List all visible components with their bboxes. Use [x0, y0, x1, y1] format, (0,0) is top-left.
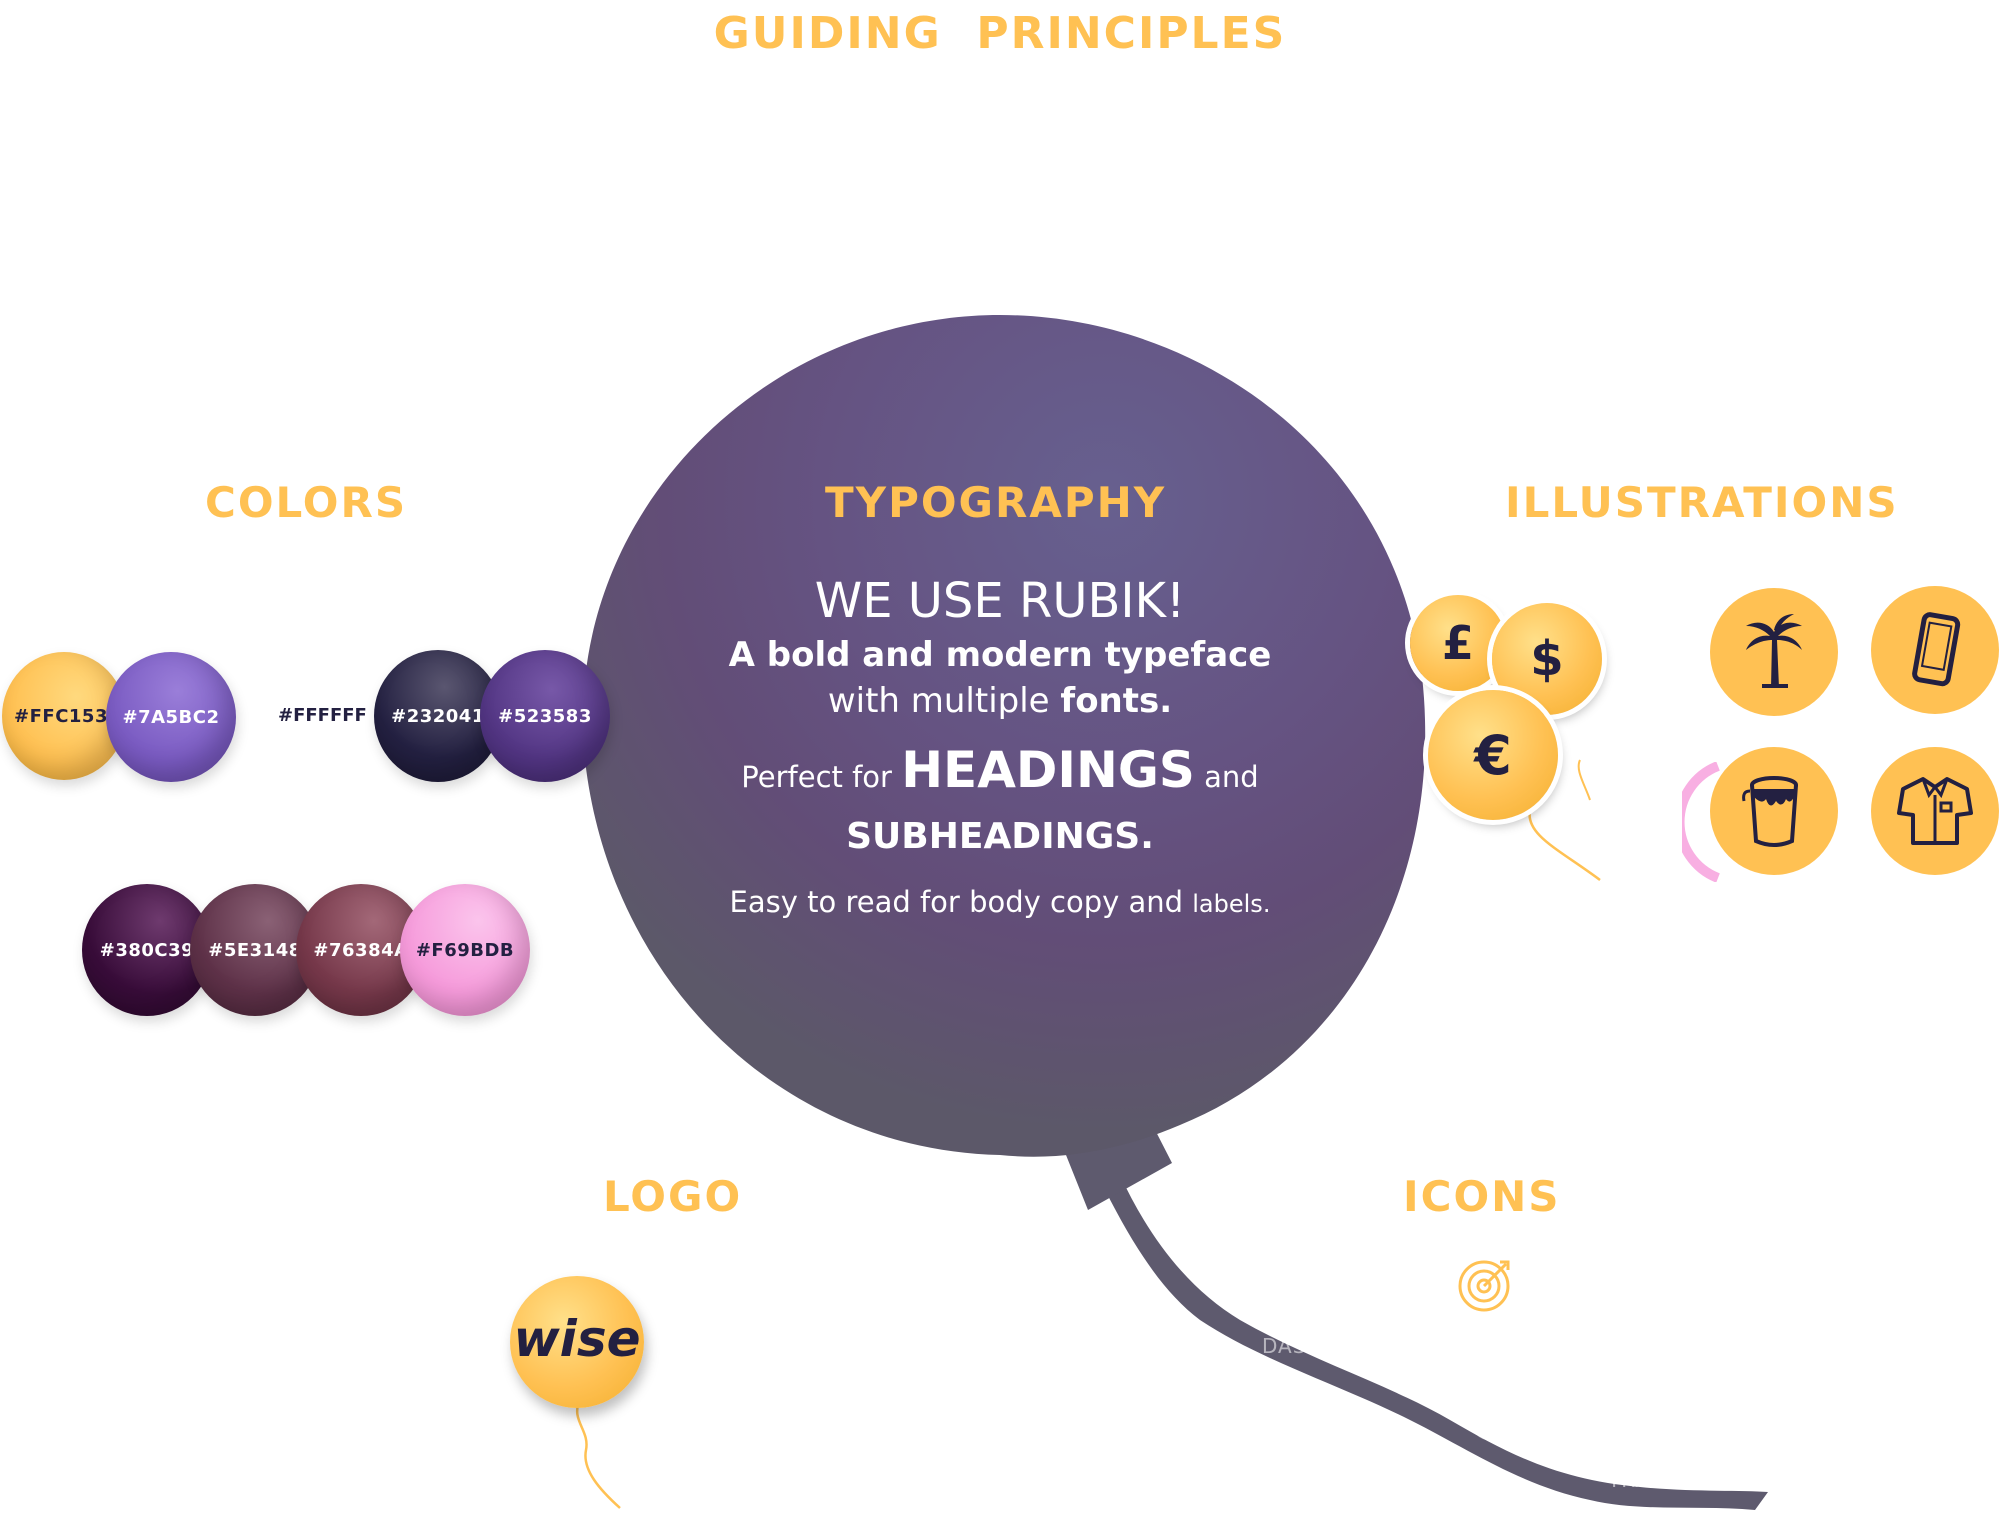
swatch-label: #F69BDB: [415, 939, 515, 961]
swatch-yellow: #FFC153: [2, 652, 126, 780]
typography-line-2: A bold and modern typeface: [728, 635, 1272, 675]
balloon-body: [582, 315, 1426, 1157]
swatch-label: #232041: [391, 705, 485, 727]
colors-heading: COLORS: [205, 478, 408, 527]
swatch-white-label: #FFFFFF: [278, 705, 367, 726]
target-icon[interactable]: [1456, 1258, 1516, 1318]
smartphone-icon: [1912, 612, 1961, 687]
icons-heading: ICONS: [1403, 1172, 1561, 1221]
typography-line-3: with multiple fonts.: [650, 678, 1350, 724]
swatch-pink: #F69BDB: [400, 884, 530, 1016]
euro-icon: €: [1474, 723, 1512, 787]
pink-arc: [1682, 762, 1720, 882]
typography-line-5: SUBHEADINGS.: [846, 816, 1154, 857]
typography-line-3a: with multiple: [827, 681, 1061, 721]
typography-line-6: Easy to read for body copy and labels.: [650, 882, 1350, 927]
pound-icon: £: [1441, 616, 1474, 670]
logo-heading: LOGO: [603, 1172, 743, 1221]
swatch-purple: #7A5BC2: [106, 652, 236, 782]
balloon-string: [1100, 1175, 1768, 1510]
logo-balloon-string: [575, 1400, 621, 1509]
swatch-label: #523583: [498, 705, 592, 727]
swatch-label: #7A5BC2: [122, 706, 220, 728]
typography-line-4b: HEADINGS: [901, 741, 1195, 799]
page-title: GUIDING PRINCIPLES: [713, 8, 1287, 59]
illustration-paint-bucket: [1710, 747, 1838, 875]
paint-bucket-icon: [1742, 776, 1798, 847]
typography-line-6b: labels.: [1192, 890, 1271, 918]
typography-line-1: WE USE RUBIK!: [814, 573, 1186, 629]
wise-logo: wise: [513, 1310, 641, 1368]
typography-line-3b: fonts.: [1060, 681, 1173, 721]
typography-line-4a: Perfect for: [741, 760, 902, 794]
typography-heading: TYPOGRAPHY: [825, 478, 1167, 527]
illustration-palm-tree: [1710, 588, 1838, 716]
dollar-balloon: $: [1492, 603, 1602, 715]
illustration-smartphone: [1871, 586, 1999, 714]
typography-sample: WE USE RUBIK! A bold and modern typeface…: [650, 570, 1350, 927]
swatch-label: #380C39: [99, 939, 195, 961]
trash-label: TRASH: [1608, 1468, 1680, 1492]
swatch-deep-purple: #523583: [480, 650, 610, 782]
euro-balloon: €: [1428, 690, 1558, 820]
shirt-icon: [1897, 777, 1973, 845]
dollar-icon: $: [1530, 631, 1564, 687]
palm-tree-icon: [1746, 614, 1802, 688]
illustration-shirt: [1871, 747, 1999, 875]
typography-line-6a: Easy to read for body copy and: [729, 885, 1193, 919]
swatch-label: #FFC153: [14, 705, 108, 727]
typography-line-4c: and: [1194, 760, 1259, 794]
faded-round-icon: [1469, 1397, 1513, 1441]
swatch-label: #5E3148: [208, 939, 302, 961]
logo-balloon: wise: [510, 1276, 644, 1408]
illustrations-heading: ILLUSTRATIONS: [1505, 478, 1899, 527]
typography-line-4: Perfect for HEADINGS and: [650, 738, 1350, 814]
swatch-label: #76384A: [313, 939, 409, 961]
dashboard-label: DASHBOARD: [1262, 1334, 1400, 1358]
pound-balloon: £: [1410, 595, 1506, 691]
